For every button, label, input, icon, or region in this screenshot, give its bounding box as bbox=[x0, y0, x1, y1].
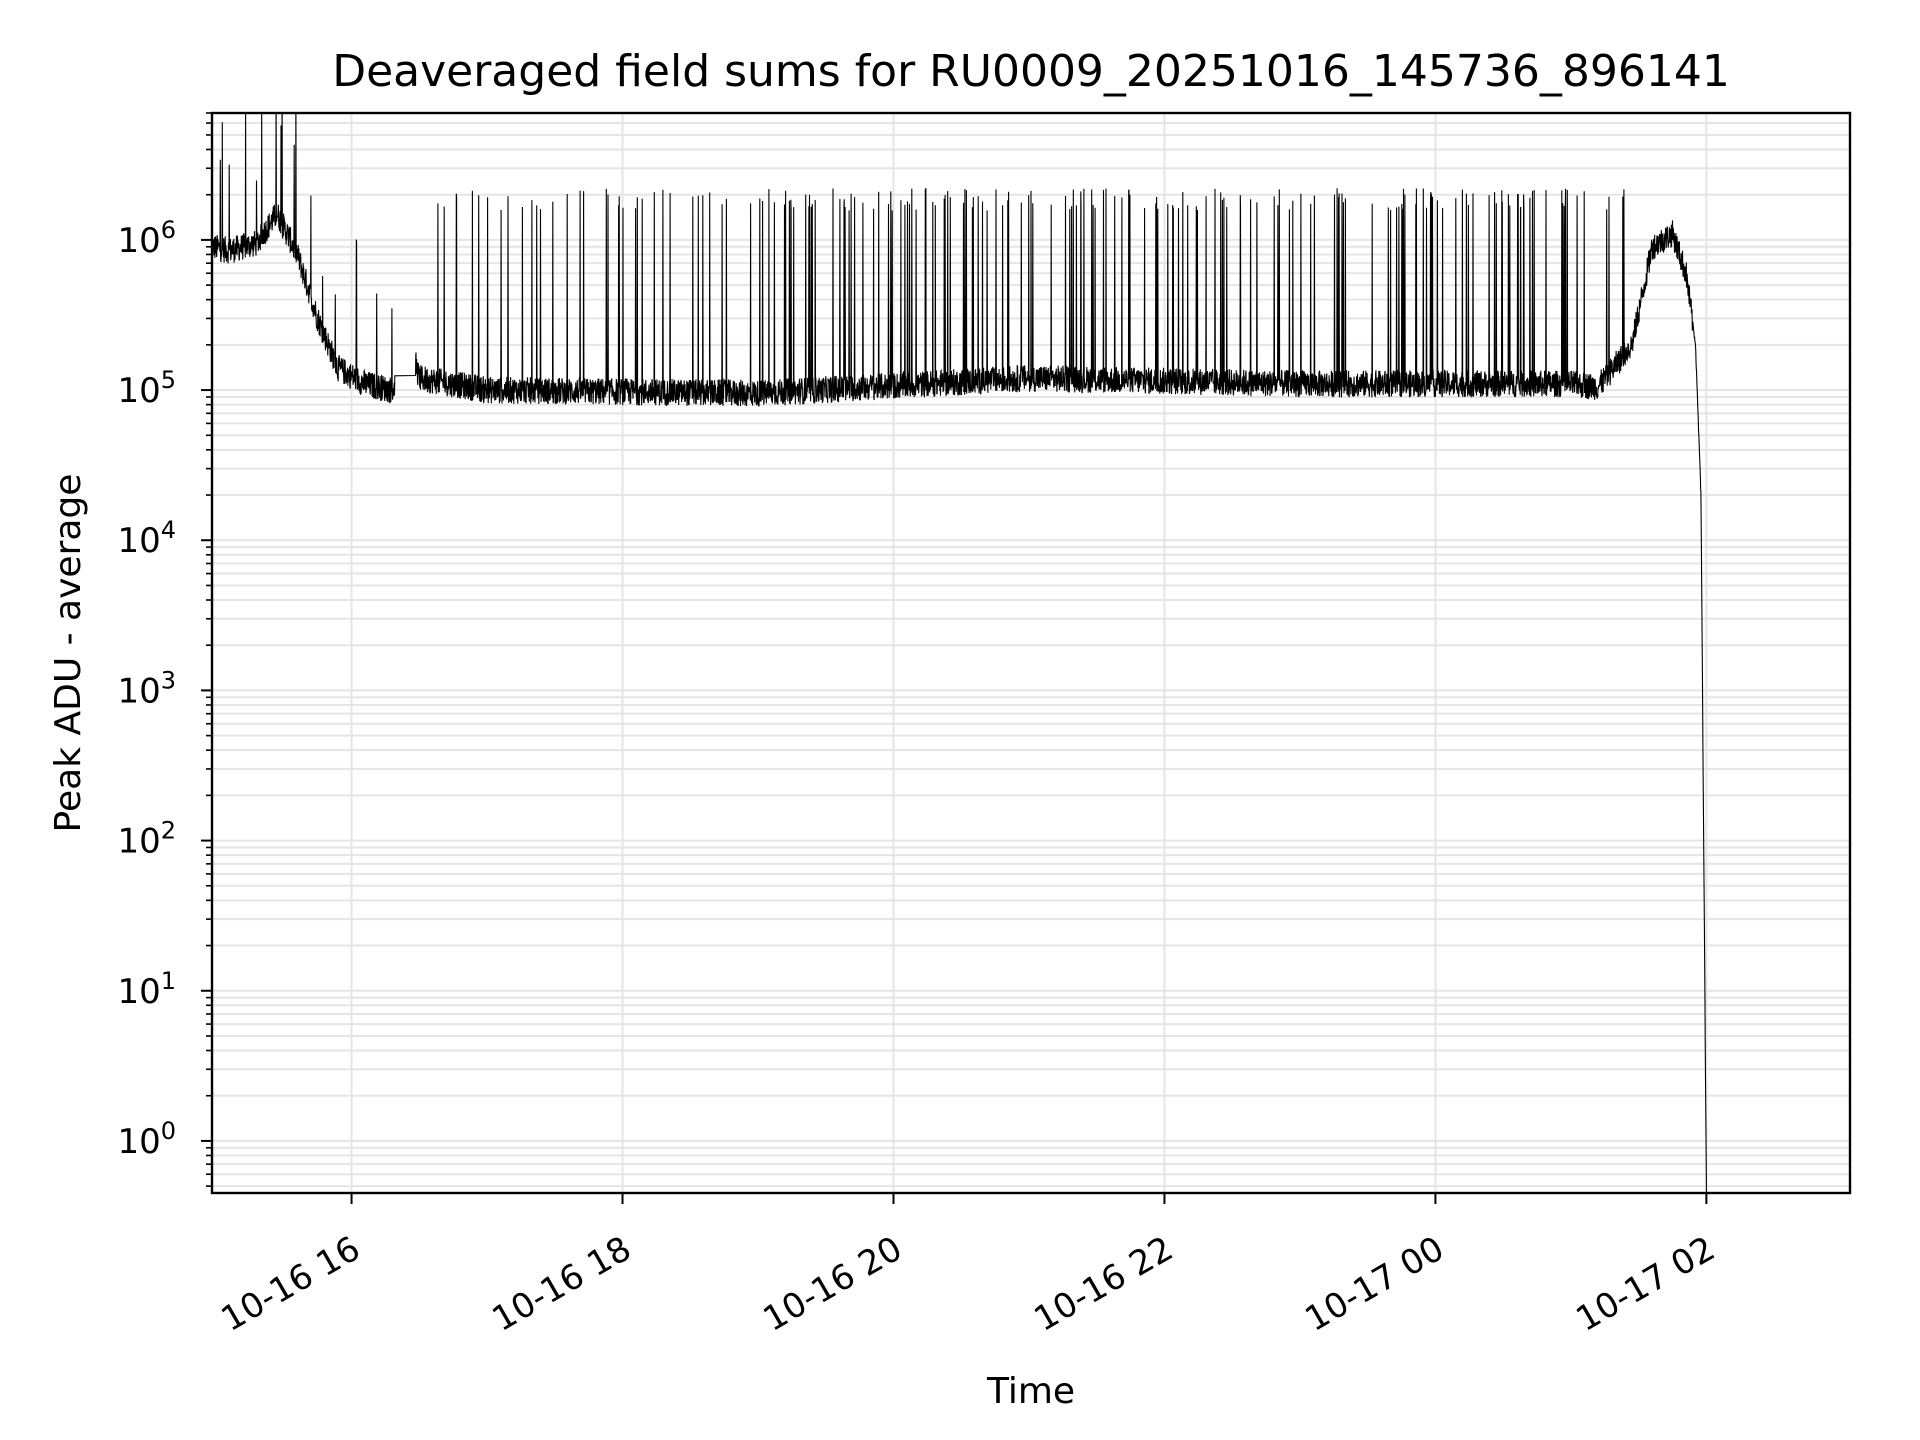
y-tick-label: 104 bbox=[117, 516, 176, 561]
y-tick-label: 100 bbox=[117, 1117, 176, 1162]
y-tick-label: 106 bbox=[117, 216, 176, 261]
x-axis-label: Time bbox=[986, 1371, 1075, 1412]
chart-title: Deaveraged field sums for RU0009_2025101… bbox=[332, 46, 1730, 97]
y-axis-label: Peak ADU - average bbox=[48, 474, 89, 833]
series-line bbox=[212, 113, 1707, 1193]
y-tick-label: 101 bbox=[117, 967, 176, 1012]
series-layer bbox=[212, 113, 1707, 1193]
plot-frame bbox=[210, 111, 1852, 1195]
y-tick-label: 103 bbox=[117, 666, 176, 711]
y-tick-label: 102 bbox=[117, 817, 176, 862]
y-tick-label: 105 bbox=[117, 366, 176, 411]
